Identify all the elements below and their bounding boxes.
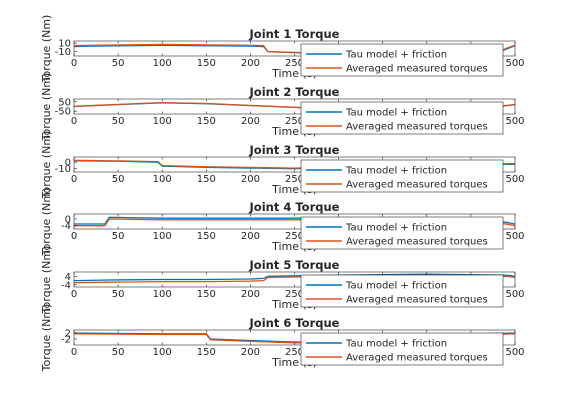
legend-label-2: Averaged measured torques — [346, 353, 488, 364]
x-tick-label: 250 — [285, 231, 304, 242]
legend-1: Tau model + friction Averaged measured to… — [300, 43, 504, 77]
x-tick-label: 50 — [112, 58, 125, 69]
x-tick-label: 500 — [505, 347, 524, 358]
y-axis-label-1: Torque (Nm) — [40, 15, 53, 84]
chart-title-5: Joint 5 Torque — [249, 258, 340, 272]
y-axis-label-2: Torque (Nm) — [40, 73, 53, 142]
x-tick-label: 150 — [197, 289, 216, 300]
x-tick-label: 100 — [153, 347, 172, 358]
y-tick-label: 10 — [58, 39, 71, 50]
y-tick-label: -2 — [61, 335, 71, 346]
x-tick-label: 500 — [505, 289, 524, 300]
x-tick-label: 50 — [112, 116, 125, 127]
legend-label-1: Tau model + friction — [345, 108, 447, 119]
y-axis-label-4: Torque (Nm) — [40, 188, 53, 257]
x-tick-label: 50 — [112, 289, 125, 300]
y-tick-label: 0 — [65, 158, 71, 169]
legend-box — [300, 216, 504, 250]
x-tick-label: 250 — [285, 58, 304, 69]
y-tick-label: 0 — [65, 215, 71, 226]
chart-title-6: Joint 6 Torque — [249, 316, 340, 330]
chart-title-1: Joint 1 Torque — [249, 27, 340, 41]
subplot-joint-2: 05010015020025030035040045050050-50Joint… — [40, 73, 525, 142]
y-tick-label: 50 — [58, 97, 71, 108]
x-tick-label: 200 — [241, 116, 260, 127]
legend-label-1: Tau model + friction — [345, 281, 447, 292]
x-tick-label: 100 — [153, 116, 172, 127]
x-tick-label: 100 — [153, 174, 172, 185]
x-tick-label: 0 — [71, 231, 77, 242]
x-tick-label: 200 — [241, 347, 260, 358]
legend-3: Tau model + friction Averaged measured to… — [300, 159, 504, 193]
chart-title-2: Joint 2 Torque — [249, 85, 340, 99]
chart-title-4: Joint 4 Torque — [249, 200, 340, 214]
subplot-joint-3: 0501001502002503003504004505000-10Joint … — [40, 131, 525, 200]
y-tick-label: -10 — [55, 164, 71, 175]
x-tick-label: 250 — [285, 174, 304, 185]
legend-box — [300, 159, 504, 193]
x-tick-label: 150 — [197, 174, 216, 185]
legend-box — [300, 43, 504, 77]
legend-label-1: Tau model + friction — [345, 223, 447, 234]
y-axis-label-5: Torque (Nm) — [40, 246, 53, 315]
x-tick-label: 200 — [241, 58, 260, 69]
x-tick-label: 50 — [112, 174, 125, 185]
y-tick-label: -4 — [61, 221, 71, 232]
x-tick-label: 500 — [505, 174, 524, 185]
x-tick-label: 250 — [285, 289, 304, 300]
x-tick-label: 150 — [197, 116, 216, 127]
x-tick-label: 0 — [71, 58, 77, 69]
x-tick-label: 200 — [241, 174, 260, 185]
x-tick-label: 500 — [505, 116, 524, 127]
x-tick-label: 0 — [71, 174, 77, 185]
x-tick-label: 50 — [112, 231, 125, 242]
legend-box — [300, 101, 504, 135]
x-tick-label: 0 — [71, 116, 77, 127]
x-tick-label: 500 — [505, 58, 524, 69]
legend-label-2: Averaged measured torques — [346, 295, 488, 306]
y-axis-label-3: Torque (Nm) — [40, 131, 53, 200]
legend-label-2: Averaged measured torques — [346, 180, 488, 191]
legend-box — [300, 274, 504, 308]
legend-label-2: Averaged measured torques — [346, 64, 488, 75]
y-tick-label: -50 — [55, 107, 71, 118]
legend-label-1: Tau model + friction — [345, 166, 447, 177]
x-tick-label: 100 — [153, 58, 172, 69]
x-tick-label: 0 — [71, 289, 77, 300]
subplot-joint-1: 05010015020025030035040045050010-10Joint… — [40, 15, 525, 84]
series-line-5-1 — [74, 273, 515, 282]
x-tick-label: 0 — [71, 347, 77, 358]
y-tick-label: -10 — [55, 47, 71, 58]
chart-title-3: Joint 3 Torque — [249, 143, 340, 157]
x-tick-label: 500 — [505, 231, 524, 242]
y-tick-label: 2 — [65, 329, 71, 340]
y-tick-label: -4 — [61, 280, 71, 291]
legend-label-1: Tau model + friction — [345, 339, 447, 350]
legend-label-2: Averaged measured torques — [346, 237, 488, 248]
legend-label-2: Averaged measured torques — [346, 122, 488, 133]
x-tick-label: 150 — [197, 347, 216, 358]
legend-label-1: Tau model + friction — [345, 50, 447, 61]
x-tick-label: 250 — [285, 347, 304, 358]
x-tick-label: 100 — [153, 289, 172, 300]
x-tick-label: 200 — [241, 231, 260, 242]
x-tick-label: 200 — [241, 289, 260, 300]
x-tick-label: 250 — [285, 116, 304, 127]
legend-2: Tau model + friction Averaged measured to… — [300, 101, 504, 135]
x-tick-label: 100 — [153, 231, 172, 242]
x-tick-label: 150 — [197, 58, 216, 69]
legend-4: Tau model + friction Averaged measured to… — [300, 216, 504, 250]
y-tick-label: 4 — [65, 272, 71, 283]
legend-5: Tau model + friction Averaged measured to… — [300, 274, 504, 308]
x-tick-label: 50 — [112, 347, 125, 358]
y-axis-label-6: Torque (Nm) — [40, 304, 53, 373]
x-tick-label: 150 — [197, 231, 216, 242]
legend-6: Tau model + friction Averaged measured to… — [300, 332, 504, 366]
legend-box — [300, 332, 504, 366]
